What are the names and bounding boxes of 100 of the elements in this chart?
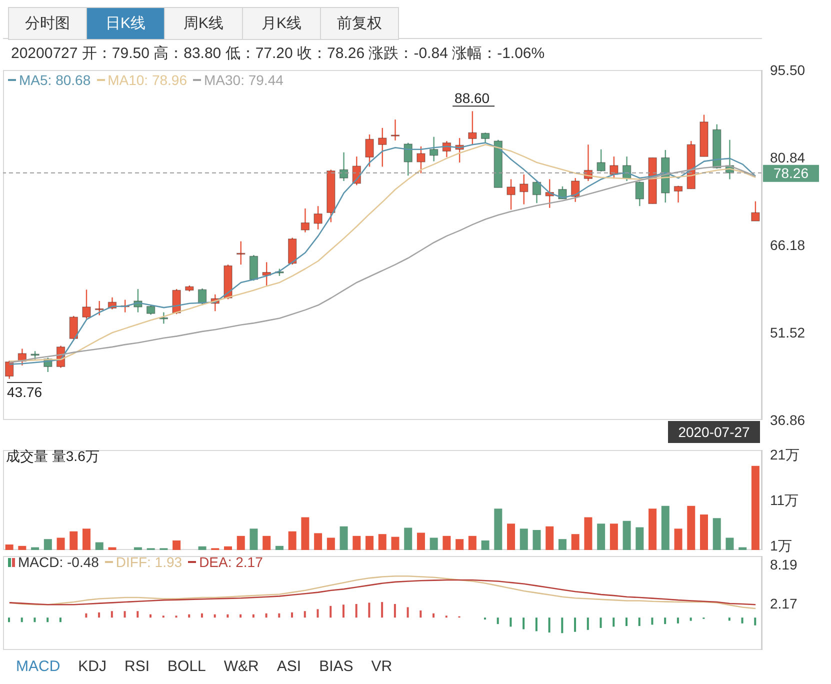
bar [558,539,566,550]
bar [571,534,580,550]
candlestick [429,136,438,162]
bar [265,613,268,618]
candlestick [172,288,181,315]
bar [56,538,65,550]
bar [625,618,628,626]
candlestick [300,208,310,233]
bar [676,618,679,624]
bar [712,518,721,550]
bar [674,528,682,550]
bar [548,618,550,632]
bar [34,618,36,622]
text: BIAS [319,658,354,675]
legend-label: DEA: 2.17 [198,554,263,570]
bar [200,613,203,618]
bar [172,540,181,550]
bar [275,546,284,550]
bar [726,538,734,550]
bar [108,547,116,550]
bar [316,609,319,618]
bar [368,602,370,618]
text: BOLL [168,658,206,675]
bar [240,614,242,618]
y-tick-label: 2.17 [770,595,798,612]
bar [522,618,525,630]
bar [366,536,374,550]
bar [406,607,409,618]
y-tick-label: 21万 [770,446,800,463]
candlestick [596,148,606,172]
y-tick-label: 11万 [770,492,799,508]
y-tick-label: 1万 [770,537,792,554]
bar [20,618,23,622]
bar [738,547,747,550]
bar [561,618,564,634]
bar [340,526,348,550]
bar [700,514,708,550]
candlestick [69,315,78,340]
candlestick [365,134,374,168]
bar [496,618,499,624]
bar [507,524,516,550]
candlestick [506,178,516,210]
bar [18,546,26,550]
bar [5,544,14,550]
bar [481,540,490,550]
y-tick-label: 51.52 [770,324,806,340]
bar [70,531,78,550]
bar [622,520,631,550]
bar [532,530,541,550]
candlestick [751,200,760,222]
bar [690,618,692,621]
candlestick [610,156,618,180]
bar [8,618,10,622]
bar [198,546,206,550]
bar [134,547,142,550]
bar [46,618,49,622]
bar [82,528,90,550]
text: 日K线 [86,7,165,40]
text: MACD [16,658,60,675]
bar [301,517,310,550]
text: KDJ [78,658,107,675]
bar [664,618,666,624]
bar [751,466,760,550]
bar [59,618,62,622]
candlestick [4,360,14,380]
bar [648,508,657,550]
bar [291,612,294,618]
candlestick [416,146,426,174]
bar [520,528,528,550]
legend-label: MACD: -0.48 [17,554,99,570]
chart-title: 成交量 量3.6万 [6,448,100,466]
text: 前复权 [320,7,399,40]
bar [95,542,104,550]
bar [535,618,538,632]
y-tick-label: 80.84 [770,149,806,166]
bar [330,606,332,618]
legend-label: MA5: 80.68 [18,72,91,88]
bar [394,604,396,618]
bar [342,604,344,618]
bar [546,526,554,550]
bar [304,611,306,618]
bar [612,618,615,627]
text: 周K线 [164,7,243,40]
text: 2020-07-27 [668,421,760,443]
bar [252,614,254,618]
text: ASI [276,658,302,675]
bar [600,618,602,628]
bar [728,618,730,621]
bar [754,618,756,626]
legend-label: MA30: 79.44 [203,72,284,88]
bar [355,604,358,618]
candlestick [146,304,156,316]
bar [494,508,502,550]
bar [651,618,654,625]
bar [44,539,52,550]
y-tick-label: 95.50 [770,62,806,78]
candlestick [571,177,580,203]
text: VR [371,658,392,675]
bar [574,618,576,632]
text: W&R [224,658,259,675]
